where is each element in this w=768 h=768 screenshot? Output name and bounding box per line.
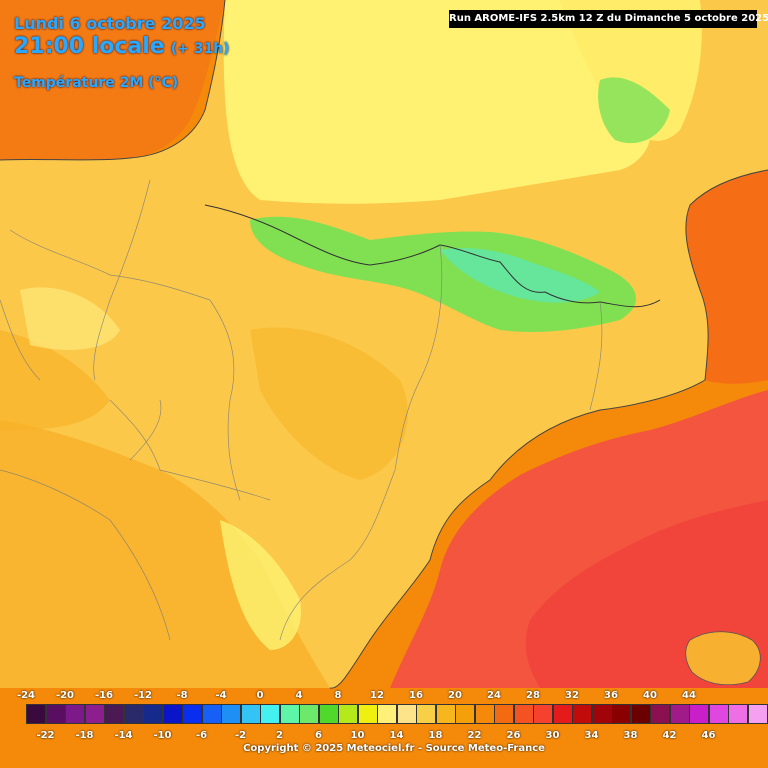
legend-swatch [669,704,690,724]
legend-label-bottom: 18 [428,730,443,741]
legend-swatch [123,704,144,724]
legend-label-bottom: -14 [114,730,133,741]
legend-label-top: 0 [256,690,264,701]
gulf-of-lion-sea [685,170,768,384]
legend-swatch [474,704,495,724]
legend-label-bottom: 22 [467,730,482,741]
legend-swatch [572,704,592,724]
legend-label-bottom: 6 [315,730,322,741]
legend-swatch [279,704,300,724]
pyrenees-cyan [440,248,600,303]
legend-label-bottom: 46 [701,730,716,741]
copyright-notice: Copyright © 2025 Meteociel.fr - Source M… [243,743,545,754]
legend-label-top: 20 [448,690,462,701]
land-warm-west [0,330,110,430]
legend-swatch [299,704,319,724]
legend-label-bottom: 42 [662,730,677,741]
land-cool-west-plateau [20,287,120,350]
legend-swatch [494,704,514,724]
legend-label-top: -4 [215,690,227,701]
legend-swatch [533,704,553,724]
legend-swatch [435,704,456,724]
massif-central-green [598,77,670,144]
legend-label-bottom: 10 [350,730,365,741]
legend-swatch [455,704,475,724]
land-cool-north [223,0,651,204]
legend-swatch [221,704,241,724]
regional-borders [0,179,603,641]
legend-swatch [84,704,105,724]
forecast-lead: (+ 31h) [170,41,230,57]
legend-label-bottom: 38 [623,730,638,741]
legend-swatch [591,704,612,724]
legend-swatch [357,704,378,724]
mallorca-island [685,631,761,686]
legend-swatch [650,704,670,724]
bay-of-biscay-sea [0,0,225,160]
legend-label-bottom: 26 [506,730,521,741]
legend-swatch [260,704,280,724]
forecast-date: Lundi 6 octobre 2025 [14,14,206,33]
legend-swatch [240,704,261,724]
legend-label-top: 8 [334,690,342,701]
legend-swatch [552,704,573,724]
land-warm-ebro [250,327,408,480]
legend-swatch [26,704,46,724]
legend-swatch [201,704,222,724]
legend-label-bottom: -6 [195,730,208,741]
legend-swatch [728,704,748,724]
legend-label-top: -16 [94,690,114,701]
legend-label-bottom: -22 [36,730,55,741]
legend-label-top: 44 [682,690,696,701]
legend-swatch [45,704,66,724]
legend-swatch [377,704,397,724]
legend-label-top: 28 [526,690,540,701]
legend-swatch [747,704,768,724]
model-run-label: Run AROME-IFS 2.5km 12 Z du Dimanche 5 o… [449,10,768,28]
variable-title: Température 2M (°C) [14,75,179,91]
legend-label-bottom: -2 [234,730,247,741]
legend-swatch [318,704,339,724]
legend-label-bottom: 30 [545,730,560,741]
forecast-time-value: 21:00 locale [14,34,165,59]
legend-label-bottom: 2 [276,730,283,741]
legend-label-top: 32 [565,690,579,701]
legend-label-top: -12 [133,690,153,701]
legend-label-top: 4 [295,690,303,701]
legend-label-top: 40 [643,690,657,701]
legend-label-bottom: 14 [389,730,404,741]
france-spain-border [204,204,661,308]
legend-swatch [182,704,202,724]
legend-swatch [630,704,651,724]
pyrenees-green [250,216,637,332]
legend-swatch [143,704,163,724]
legend-swatch [513,704,534,724]
legend-label-top: 12 [370,690,384,701]
forecast-time: 21:00 locale (+ 31h) [14,34,230,59]
legend-label-bottom: 34 [584,730,599,741]
legend-swatch [65,704,85,724]
legend-swatch [689,704,709,724]
legend-label-top: 16 [409,690,423,701]
legend-label-top: -24 [16,690,36,701]
atlantic-coastline [0,0,226,161]
legend-label-top: 36 [604,690,618,701]
legend-swatch [396,704,417,724]
mediterranean-coastline [329,169,768,689]
legend-label-top: -20 [55,690,75,701]
legend-swatch [162,704,183,724]
legend-label-bottom: -10 [153,730,172,741]
legend-swatch [104,704,124,724]
legend-label-top: -8 [176,690,188,701]
legend-swatch [416,704,436,724]
legend-label-bottom: -18 [75,730,94,741]
legend-swatch [611,704,631,724]
legend-label-top: 24 [487,690,501,701]
legend-swatch [338,704,358,724]
legend-swatch [708,704,729,724]
land-cool-northeast [560,0,702,141]
land-cool-iberian [220,520,301,650]
